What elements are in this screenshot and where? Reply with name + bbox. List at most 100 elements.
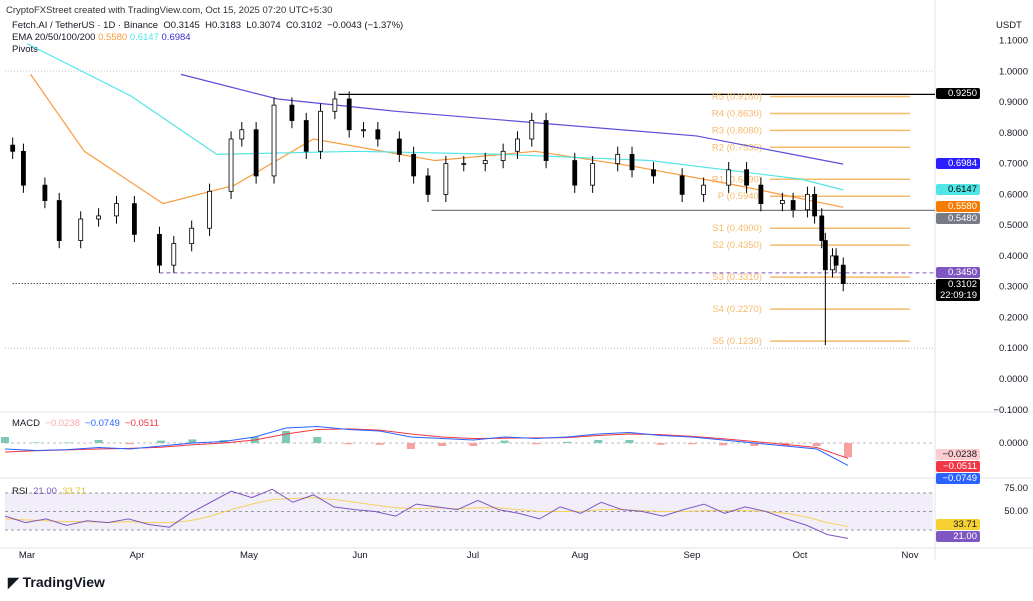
candle-body xyxy=(253,129,259,177)
candle-body xyxy=(812,193,817,217)
price-tick: 1.1000 xyxy=(999,36,1028,47)
price-tick: 0.5000 xyxy=(999,220,1028,231)
macd-histogram-bar xyxy=(1,437,9,443)
rsi-tick: 75.00 xyxy=(1004,483,1028,494)
price-tick: 0.4000 xyxy=(999,251,1028,262)
candle-body xyxy=(411,153,417,177)
candle-body xyxy=(805,193,810,211)
logo-icon: ◤ xyxy=(8,574,23,590)
macd-histogram-bar xyxy=(344,443,353,445)
macd-histogram-bar xyxy=(438,443,447,446)
ema20-value: 0.5580 xyxy=(98,32,128,43)
ema50-value: 0.6147 xyxy=(129,32,159,43)
time-tick: Jun xyxy=(352,550,367,561)
price-tick: 0.1000 xyxy=(999,343,1028,354)
change-value: −0.0043 (−1.37%) xyxy=(327,20,404,31)
time-tick: Mar xyxy=(19,550,35,561)
macd-histogram-bar xyxy=(687,443,696,445)
price-tick: 0.8000 xyxy=(999,128,1028,139)
candle-body xyxy=(361,129,366,132)
candle-body xyxy=(375,129,381,140)
candle-body xyxy=(822,240,828,271)
close-value: C0.3102 xyxy=(285,20,322,31)
time-tick: Oct xyxy=(793,550,808,561)
ema-legend[interactable]: EMA 20/50/100/200 0.5580 0.6147 0.6984 xyxy=(12,32,191,43)
macd-label: MACD xyxy=(12,418,40,429)
candle-body xyxy=(228,138,234,192)
candle-body xyxy=(726,169,732,186)
macd-histogram-bar xyxy=(469,443,478,446)
candle-body xyxy=(239,129,245,140)
candle-body xyxy=(500,150,506,161)
price-tick: 0.6000 xyxy=(999,189,1028,200)
ema100-value: 0.6984 xyxy=(161,32,191,43)
macd-legend[interactable]: MACD −0.0238 −0.0749 −0.0511 xyxy=(12,418,159,429)
rsi-value: 21.00 xyxy=(33,486,57,497)
pivot-label: P (0.5940) xyxy=(718,191,762,202)
candle-body xyxy=(271,104,277,177)
candle-body xyxy=(651,169,656,177)
ema-line xyxy=(180,73,844,165)
open-value: O0.3145 xyxy=(163,20,200,31)
last-price-label: 0.3102 22:09:19 xyxy=(936,278,980,301)
candle-body xyxy=(590,163,596,186)
candle-body xyxy=(758,184,764,205)
macd-histogram-bar xyxy=(313,437,322,443)
level-price-label: 0.9250 xyxy=(936,88,980,100)
candle-body xyxy=(819,215,825,241)
macd-histogram-bar xyxy=(844,443,852,458)
time-tick: Nov xyxy=(902,550,919,561)
pivots-legend[interactable]: Pivots xyxy=(12,44,38,55)
price-tick: 0.7000 xyxy=(999,159,1028,170)
rsi-price-label: 21.00 xyxy=(936,531,980,542)
symbol-name[interactable]: Fetch.AI / TetherUS · 1D · Binance xyxy=(12,20,159,31)
candle-body xyxy=(303,120,309,152)
rsi-label: RSI xyxy=(12,486,28,497)
candle-body xyxy=(779,200,785,205)
ema-line xyxy=(30,74,844,208)
candle-body xyxy=(396,138,402,155)
macd-histogram-bar xyxy=(63,442,72,443)
macd-line xyxy=(4,425,849,466)
pivot-label: S5 (0.1230) xyxy=(712,336,762,347)
pivot-label: R2 (0.7530) xyxy=(712,142,762,153)
rsi-ma-value: 33.71 xyxy=(62,486,86,497)
candle-body xyxy=(833,255,839,266)
time-tick: May xyxy=(240,550,258,561)
pivot-label: S4 (0.2270) xyxy=(712,304,762,315)
time-tick: Aug xyxy=(572,550,589,561)
high-value: H0.3183 xyxy=(205,20,242,31)
ema-label: EMA 20/50/100/200 xyxy=(12,32,96,43)
rsi-line xyxy=(4,488,849,539)
price-tick: 0.9000 xyxy=(999,97,1028,108)
rsi-legend[interactable]: RSI 21.00 33.71 xyxy=(12,486,86,497)
candle-body xyxy=(515,138,520,152)
candle-body xyxy=(790,200,796,211)
candle-body xyxy=(96,215,101,220)
symbol-legend: Fetch.AI / TetherUS · 1D · Binance O0.31… xyxy=(12,20,403,31)
pivot-label: R5 (0.9180) xyxy=(712,92,762,103)
rsi-ma-line xyxy=(4,497,849,528)
macd-histogram-bar xyxy=(719,443,728,446)
price-tick: 0.3000 xyxy=(999,282,1028,293)
rsi-tick: 50.00 xyxy=(1004,506,1028,517)
candle-body xyxy=(346,98,352,131)
candle-body xyxy=(461,163,467,166)
candle-body xyxy=(744,169,749,186)
candle-body xyxy=(189,227,195,245)
candle-body xyxy=(482,160,488,165)
level-price-label: 0.5480 xyxy=(936,213,980,225)
candle-body xyxy=(443,163,449,195)
macd-hist-value: −0.0238 xyxy=(45,418,80,429)
level-price-label: 0.3450 xyxy=(936,266,980,278)
candle-body xyxy=(114,203,119,217)
macd-histogram-bar xyxy=(188,439,197,443)
macd-value: −0.0749 xyxy=(85,418,120,429)
candle-body xyxy=(629,153,635,171)
ema-line xyxy=(26,43,844,191)
ema100-price-label: 0.6147 xyxy=(936,183,980,195)
candle-body xyxy=(615,153,621,165)
candle-body xyxy=(78,218,84,241)
